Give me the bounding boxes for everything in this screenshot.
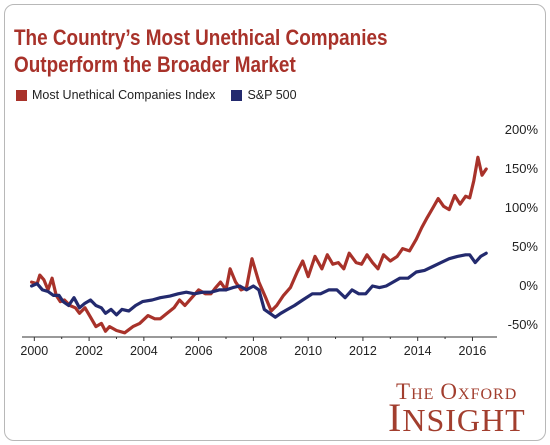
series-line-sp500 — [30, 251, 488, 319]
x-tick-label-2002: 2002 — [75, 344, 103, 358]
x-tick-label-2012: 2012 — [349, 344, 377, 358]
legend-swatch-sp500 — [231, 89, 243, 101]
legend-label-sp500: S&P 500 — [247, 88, 297, 102]
x-tick-label-2010: 2010 — [294, 344, 322, 358]
chart-title: The Country’s Most Unethical Companies O… — [14, 24, 388, 78]
x-tick-label-2000: 2000 — [20, 344, 48, 358]
chart-title-line-2: Outperform the Broader Market — [14, 52, 296, 77]
y-tick-label-200: 200% — [505, 122, 539, 137]
legend-item-unethical: Most Unethical Companies Index — [16, 88, 215, 102]
legend-label-unethical: Most Unethical Companies Index — [32, 88, 216, 102]
x-tick-label-2006: 2006 — [185, 344, 213, 358]
y-tick-label-100: 100% — [505, 200, 539, 215]
x-tick-label-2008: 2008 — [239, 344, 267, 358]
chart-card — [4, 4, 546, 441]
x-tick-label-2016: 2016 — [459, 344, 487, 358]
y-tick-label--50: -50% — [508, 317, 539, 332]
legend-item-sp500: S&P 500 — [231, 88, 297, 102]
brand-line-2: INSIGHT — [388, 395, 526, 440]
y-tick-label-0: 0% — [519, 278, 538, 293]
chart-legend: Most Unethical Companies Index S&P 500 — [16, 88, 313, 102]
legend-swatch-unethical — [16, 89, 27, 101]
chart-title-line-1: The Country’s Most Unethical Companies — [14, 25, 388, 50]
x-tick-label-2004: 2004 — [130, 344, 158, 358]
y-tick-label-50: 50% — [512, 239, 538, 254]
y-tick-label-150: 150% — [505, 161, 539, 176]
x-tick-label-2014: 2014 — [404, 344, 432, 358]
brand-line-1: THE OXFORD — [396, 379, 518, 404]
series-line-unethical — [30, 155, 488, 335]
